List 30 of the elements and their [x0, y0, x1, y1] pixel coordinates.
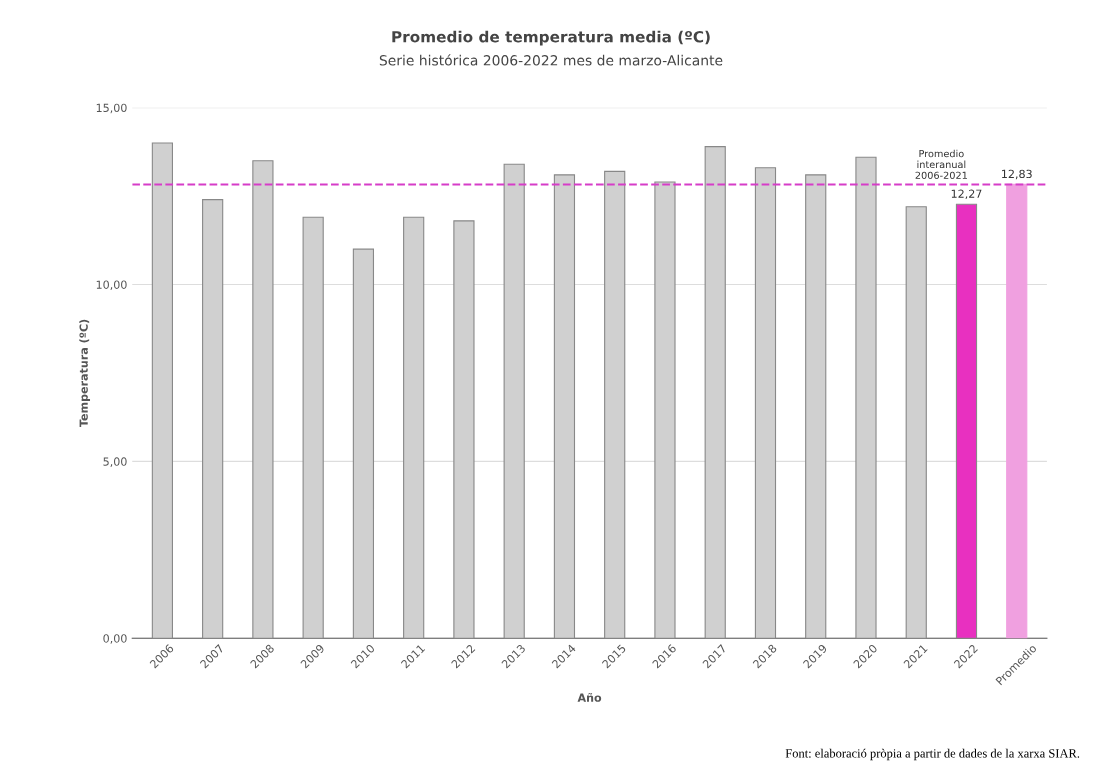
bar [905, 206, 927, 639]
y-tick-label: 5,00 [103, 457, 127, 467]
chart-subtitle: Serie histórica 2006-2022 mes de marzo-Alicante [379, 54, 723, 66]
bar [302, 216, 324, 639]
bar [955, 203, 978, 639]
bar [654, 181, 676, 639]
bar [202, 199, 224, 639]
bar [805, 174, 827, 639]
y-axis-title: Temperatura (ºC) [79, 319, 91, 428]
bar [754, 167, 777, 639]
bar [151, 142, 173, 639]
text: Font: elaboració pròpia a partir de dades de la xarxa SIAR. [785, 748, 1080, 761]
bar [252, 160, 274, 639]
bar [553, 174, 576, 639]
chart-title: Promedio de temperatura media (ºC) [392, 30, 710, 46]
y-tick-label: 15,00 [96, 103, 127, 114]
bar [352, 248, 375, 639]
ref-line-label: Promedio interanual 2006-2021 [915, 149, 967, 179]
y-tick-label: 0,00 [103, 634, 127, 644]
bar [855, 156, 877, 639]
bar [453, 220, 475, 639]
data-label: 12,27 [951, 189, 982, 200]
bar [403, 216, 425, 639]
bar [704, 146, 726, 639]
bar [503, 163, 525, 639]
x-axis-title: Año [577, 693, 602, 702]
y-tick-label: 10,00 [96, 280, 127, 291]
bar [604, 170, 626, 639]
bar [1006, 183, 1028, 639]
data-label: 12,83 [1002, 169, 1032, 180]
